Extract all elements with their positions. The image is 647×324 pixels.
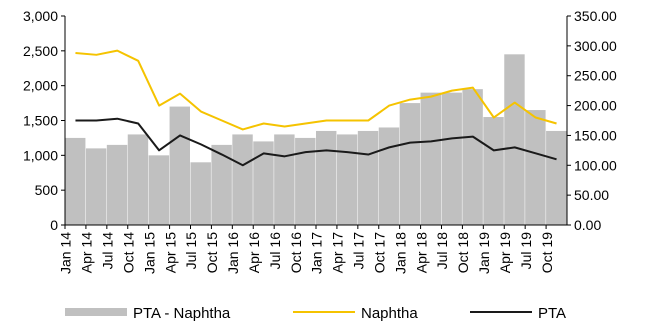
left-tick-label: 1,500	[23, 113, 58, 129]
x-tick-label: Jan 17	[309, 232, 325, 274]
x-axis-ticks: Jan 14 Apr 14 Jul 14 Oct 14 Jan 15 Apr 15 Jul …	[58, 225, 555, 274]
left-tick-label: 1,000	[23, 147, 58, 163]
bar-pta-naphtha	[441, 92, 462, 225]
legend: PTA - Naphtha Naphtha PTA	[65, 305, 566, 322]
right-tick-label: 100.00	[574, 157, 617, 173]
line-series-group	[75, 49, 557, 167]
bar-pta-naphtha	[336, 134, 358, 225]
bar-pta-naphtha	[85, 148, 107, 225]
left-tick-label: 0	[50, 217, 58, 233]
x-tick-label: Oct 19	[539, 232, 555, 273]
bar-pta-naphtha	[399, 103, 421, 225]
line-naphtha	[75, 49, 557, 131]
x-tick-label: Jan 18	[392, 232, 408, 274]
x-tick-label: Oct 15	[204, 232, 220, 273]
right-tick-label: 300.00	[574, 38, 617, 54]
bar-pta-naphtha	[253, 141, 274, 225]
x-tick-label: Apr 16	[246, 232, 262, 273]
bar-pta-naphtha	[525, 110, 546, 225]
x-tick-label: Apr 15	[162, 232, 178, 273]
x-tick-label: Apr 19	[497, 232, 513, 273]
x-tick-label: Jan 14	[58, 232, 74, 274]
bar-pta-naphtha	[420, 92, 441, 225]
bar-series-pta-naphtha	[65, 54, 567, 226]
right-tick-label: 50.00	[574, 187, 609, 203]
bar-pta-naphtha	[462, 89, 483, 226]
x-tick-label: Oct 14	[120, 232, 136, 273]
bar-pta-naphtha	[148, 155, 170, 225]
bar-pta-naphtha	[295, 137, 316, 225]
x-tick-label: Oct 18	[455, 232, 471, 273]
left-tick-label: 2,000	[23, 78, 58, 94]
bar-pta-naphtha	[169, 106, 190, 225]
bar-pta-naphtha	[190, 162, 211, 225]
x-tick-label: Apr 18	[413, 232, 429, 273]
bar-pta-naphtha	[211, 144, 232, 225]
right-axis-ticks: 0.00 50.00 100.00 150.00 200.00 250.00 300.00 3…	[567, 8, 617, 233]
bar-pta-naphtha	[483, 117, 504, 225]
x-tick-label: Jul 18	[434, 232, 450, 270]
x-tick-label: Apr 17	[330, 232, 346, 273]
x-tick-label: Jan 19	[476, 232, 492, 274]
bar-pta-naphtha	[546, 130, 567, 225]
legend-label-pta: PTA	[538, 305, 566, 322]
x-tick-label: Jul 19	[518, 232, 534, 270]
x-tick-label: Jul 17	[351, 232, 367, 270]
left-axis-ticks: 0 500 1,000 1,500 2,000 2,500 3,000	[23, 8, 65, 233]
x-tick-label: Jan 15	[141, 232, 157, 274]
right-tick-label: 150.00	[574, 127, 617, 143]
line-pta	[75, 117, 557, 167]
bar-pta-naphtha	[232, 134, 253, 225]
bar-pta-naphtha	[378, 127, 400, 225]
right-tick-label: 200.00	[574, 98, 617, 114]
left-tick-label: 2,500	[23, 43, 58, 59]
legend-label-pta-naphtha: PTA - Naphtha	[133, 305, 231, 322]
bar-pta-naphtha	[106, 144, 128, 225]
x-tick-label: Jul 15	[183, 232, 199, 270]
right-tick-label: 0.00	[574, 217, 601, 233]
legend-label-naphtha: Naphtha	[361, 305, 418, 322]
x-tick-label: Jan 16	[225, 232, 241, 274]
bar-pta-naphtha	[274, 134, 295, 225]
bar-pta-naphtha	[316, 130, 337, 225]
x-tick-label: Oct 17	[371, 232, 387, 273]
bar-pta-naphtha	[504, 54, 525, 225]
x-tick-label: Oct 16	[288, 232, 304, 273]
x-tick-label: Apr 14	[79, 232, 95, 273]
left-tick-label: 3,000	[23, 8, 58, 24]
x-tick-label: Jul 16	[267, 232, 283, 270]
bar-pta-naphtha	[127, 134, 149, 225]
left-tick-label: 500	[35, 182, 59, 198]
bar-pta-naphtha	[357, 130, 379, 225]
x-tick-label: Jul 14	[100, 232, 116, 270]
legend-swatch-pta-naphtha	[65, 308, 127, 316]
bar-pta-naphtha	[65, 137, 86, 225]
right-tick-label: 250.00	[574, 68, 617, 84]
right-tick-label: 350.00	[574, 8, 617, 24]
